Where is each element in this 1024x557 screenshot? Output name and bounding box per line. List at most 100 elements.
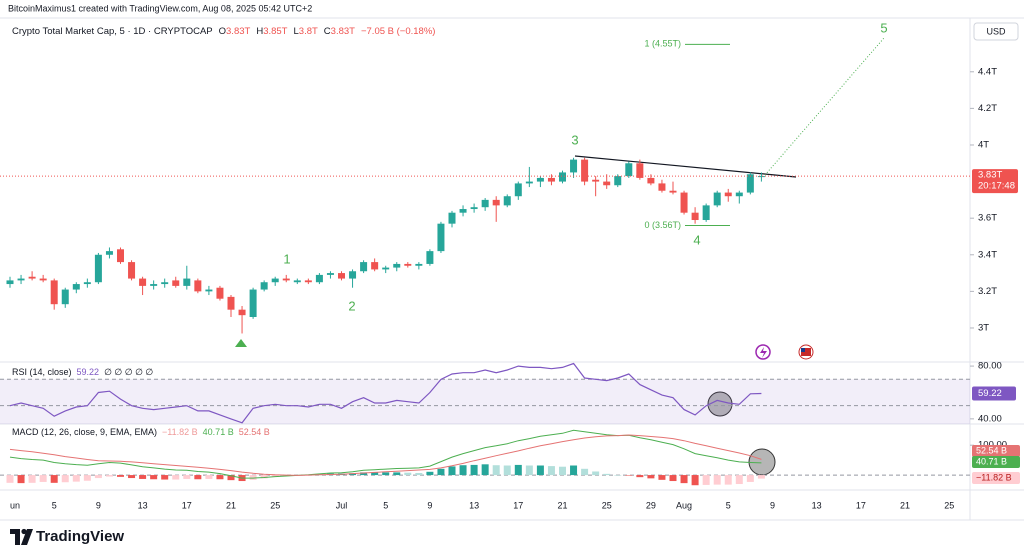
candle-body xyxy=(205,289,213,292)
candle-body xyxy=(315,274,323,283)
histogram-bar xyxy=(503,465,511,476)
highlight-circle xyxy=(748,448,776,476)
ohlc-key: C xyxy=(324,26,331,37)
candle-body xyxy=(503,196,511,206)
macd-line xyxy=(9,429,762,479)
ohlc-value: 3.85T xyxy=(263,26,287,37)
x-tick-label: 13 xyxy=(469,500,479,510)
rsi-header: RSI (14, close) 59.22 ∅ ∅ ∅ ∅ ∅ xyxy=(12,367,153,377)
candle-body xyxy=(459,209,467,213)
credit: BitcoinMaximus1 created with TradingView… xyxy=(8,3,312,13)
x-tick-label: 17 xyxy=(856,500,866,510)
candle-body xyxy=(614,176,622,186)
histogram-bar xyxy=(559,466,566,476)
candle-body xyxy=(404,263,412,266)
currency: USD xyxy=(986,26,1006,36)
y-tick-label: 3T xyxy=(978,322,989,333)
x-tick-label: 9 xyxy=(96,500,101,510)
x-tick-label: 21 xyxy=(226,500,236,510)
candle-body xyxy=(514,183,522,197)
histogram-bar xyxy=(172,475,180,480)
symbol-title: Crypto Total Market Cap, 5 · 1D · CRYPTO… xyxy=(12,26,213,37)
change-value: −7.05 B (−0.18%) xyxy=(361,26,435,37)
histogram-bar xyxy=(393,472,401,476)
x-tick-label: Jul xyxy=(336,500,348,510)
signal-value: 52.54 B xyxy=(239,427,270,437)
rsi-line xyxy=(9,362,762,424)
histogram-bar xyxy=(371,472,379,476)
x-tick-label: 13 xyxy=(812,500,822,510)
histogram-bar xyxy=(205,475,213,479)
candle-body xyxy=(669,190,677,193)
candle-body xyxy=(382,267,390,270)
y-tick-label: 4.2T xyxy=(978,103,997,114)
candle-body xyxy=(271,278,279,283)
histogram-bar xyxy=(481,464,489,476)
histogram-bar xyxy=(404,472,412,476)
candle-body xyxy=(105,251,113,255)
candle-body xyxy=(94,254,102,283)
signal-line xyxy=(9,434,762,476)
histogram-bar xyxy=(647,475,655,479)
histogram-bar xyxy=(536,465,544,476)
histogram-bar xyxy=(50,475,58,483)
flag-glyph xyxy=(801,348,805,352)
brand-name: TradingView xyxy=(36,528,124,545)
y-tick-label: 4T xyxy=(978,139,989,150)
candle-body xyxy=(625,163,633,177)
histogram-bar xyxy=(492,465,500,476)
currency-box[interactable] xyxy=(973,22,1019,41)
histogram-bar xyxy=(260,475,268,479)
macd-title: MACD (12, 26, close, 9, EMA, EMA) xyxy=(12,427,157,437)
candle-body xyxy=(393,263,401,268)
x-tick-label: 5 xyxy=(52,500,57,510)
candle-body xyxy=(592,179,600,182)
histogram-bar xyxy=(150,475,158,480)
histogram-bar xyxy=(349,473,357,476)
histogram-bar xyxy=(724,475,732,485)
histogram-bar xyxy=(691,475,699,486)
histogram-bar xyxy=(592,471,600,476)
candle-body xyxy=(702,205,710,221)
candle-body xyxy=(658,183,666,191)
candle-body xyxy=(326,273,334,275)
histogram-bar xyxy=(271,475,279,477)
histogram-bar xyxy=(470,464,478,476)
histogram-bar xyxy=(227,475,235,481)
histogram-bar xyxy=(28,475,36,483)
wave-label: 2 xyxy=(348,298,355,313)
event-icon-glyph xyxy=(760,347,767,358)
ohlc-key: H xyxy=(256,26,263,37)
histogram-bar xyxy=(117,475,124,477)
y-tick-label: 80.00 xyxy=(978,361,1002,372)
candle-body xyxy=(260,282,268,290)
x-tick-label: 13 xyxy=(138,500,148,510)
ohlc-key: O xyxy=(219,26,226,37)
rsi-band xyxy=(0,379,970,424)
y-tick-label: 3.4T xyxy=(978,249,997,260)
y-tick-label: 3.6T xyxy=(978,213,997,224)
candle-body xyxy=(470,207,478,210)
candle-body xyxy=(360,262,368,272)
candle-body xyxy=(50,280,58,305)
macd-badge-label: 40.71 B xyxy=(976,456,1007,466)
histogram-bar xyxy=(448,466,456,476)
price-badge-label: 3.83T xyxy=(978,170,1002,181)
x-tick-label: 5 xyxy=(383,500,388,510)
x-tick-label: 9 xyxy=(770,500,775,510)
histogram-badge xyxy=(972,472,1020,484)
ohlc-value: 3.83T xyxy=(331,26,355,37)
candle-body xyxy=(6,280,14,285)
candle-body xyxy=(150,284,158,286)
logo-mark xyxy=(21,528,27,535)
candle-body xyxy=(139,278,147,286)
candle-body xyxy=(216,287,224,299)
x-tick-label: 29 xyxy=(646,500,656,510)
logo-mark xyxy=(21,529,33,545)
histogram-bar xyxy=(6,475,14,483)
candle-body xyxy=(603,181,611,186)
histogram-bar xyxy=(426,471,434,476)
histogram-bar xyxy=(72,475,80,482)
candle-body xyxy=(371,262,379,270)
candle-body xyxy=(536,177,544,182)
